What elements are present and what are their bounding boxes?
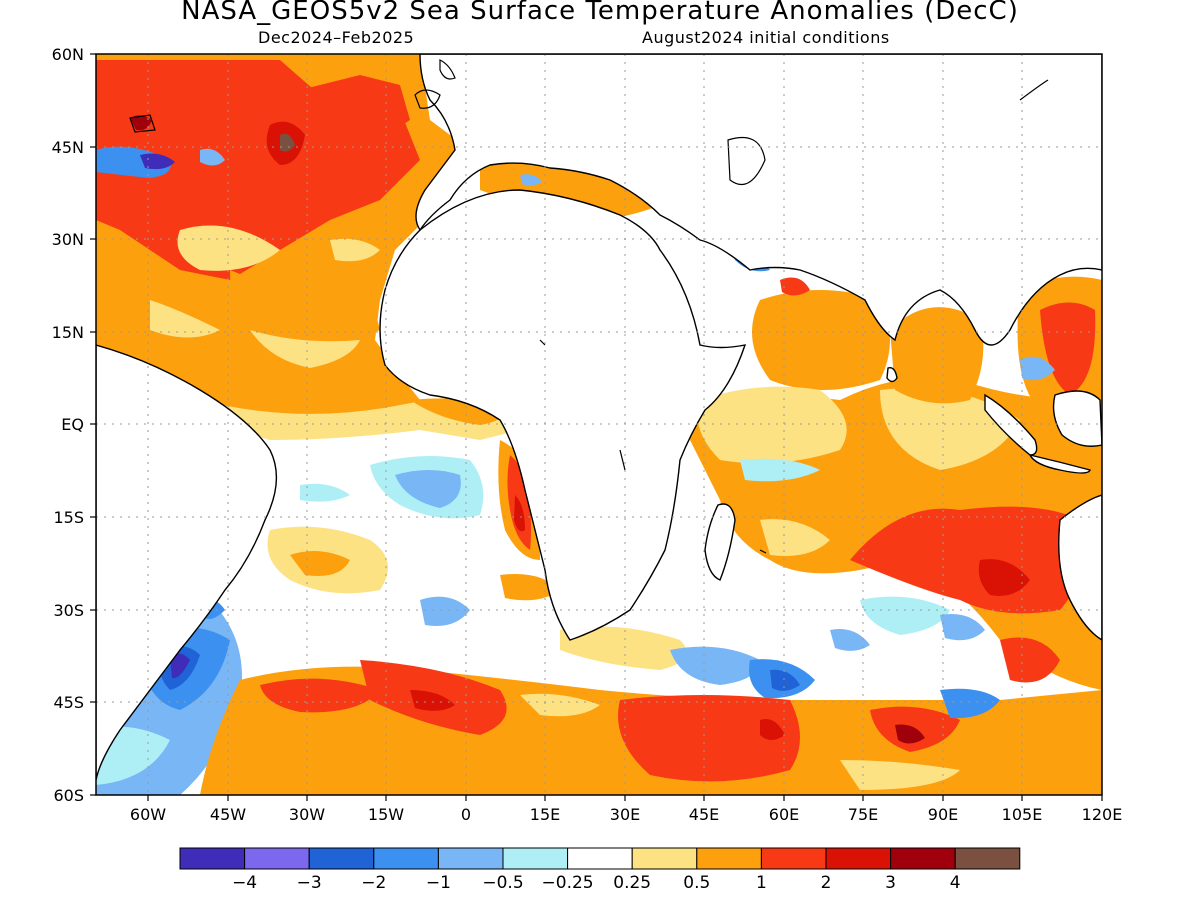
colorbar-swatch [631, 847, 698, 870]
lat-label: 15N [52, 323, 84, 342]
lon-label: 60W [130, 805, 166, 824]
south-america-landmass [96, 344, 278, 781]
graticule [96, 54, 1102, 795]
colorbar-label: 0.5 [683, 873, 710, 893]
lon-label: 60E [769, 805, 799, 824]
lon-label: 15W [368, 805, 404, 824]
java-landmass [1028, 453, 1091, 474]
colorbar-swatch [502, 847, 569, 870]
lon-label: 30W [289, 805, 325, 824]
colorbar: −4 −3 −2 −1 −0.5 −0.25 0.25 0.5 1 2 3 4 [179, 847, 1021, 893]
small-islands [129, 59, 1049, 554]
colorbar-swatch [954, 847, 1021, 870]
lon-label: 90E [928, 805, 958, 824]
colorbar-label: −0.25 [542, 873, 594, 893]
lat-label: 60N [52, 45, 84, 64]
colorbar-label: −0.5 [482, 873, 523, 893]
colorbar-swatch [437, 847, 504, 870]
latitude-labels: 60N 45N 30N 15N EQ 15S 30S 45S 60S [52, 45, 84, 805]
lat-label: EQ [61, 415, 84, 434]
colorbar-label: −3 [297, 873, 322, 893]
lat-label: 30S [53, 601, 84, 620]
sri-lanka-landmass [886, 367, 898, 383]
lon-label: 120E [1082, 805, 1123, 824]
colorbar-label: −1 [426, 873, 451, 893]
madagascar-landmass [704, 503, 736, 581]
colorbar-swatch [696, 847, 762, 870]
lat-label: 45S [53, 693, 84, 712]
colorbar-label: −4 [232, 873, 257, 893]
colorbar-swatch [308, 847, 375, 870]
lat-label: 45N [52, 138, 84, 157]
lat-label: 60S [53, 786, 84, 805]
initial-conditions: August2024 initial conditions [642, 28, 890, 47]
lat-label: 15S [53, 508, 84, 527]
colorbar-swatch [373, 847, 439, 870]
lon-label: 30E [610, 805, 640, 824]
borneo-landmass [1052, 390, 1102, 447]
lon-label: 15E [530, 805, 560, 824]
lon-label: 45E [689, 805, 719, 824]
colorbar-label: 0.25 [613, 873, 651, 893]
continents [96, 54, 1102, 781]
colorbar-label: 2 [821, 873, 832, 893]
lon-label: 45W [210, 805, 246, 824]
colorbar-swatch [244, 847, 310, 870]
europe-asia-landmass [415, 54, 1102, 346]
sumatra-landmass [984, 393, 1038, 456]
colorbar-swatch [567, 847, 633, 870]
lon-label: 0 [461, 805, 471, 824]
longitude-labels: 60W 45W 30W 15W 0 15E 30E 45E 60E 75E 90… [130, 805, 1122, 824]
colorbar-label: −2 [361, 873, 386, 893]
colorbar-label: 1 [756, 873, 767, 893]
africa-landmass [379, 189, 747, 641]
axis-ticks [90, 53, 1103, 801]
colorbar-swatch [179, 847, 246, 870]
colorbar-label: 3 [885, 873, 896, 893]
lon-label: 105E [1002, 805, 1043, 824]
chart-title: NASA_GEOS5v2 Sea Surface Temperature Ano… [181, 0, 1019, 26]
forecast-period: Dec2024–Feb2025 [258, 28, 415, 47]
lat-label: 30N [52, 230, 84, 249]
australia-landmass [1058, 494, 1102, 641]
colorbar-label: 4 [950, 873, 961, 893]
lon-label: 75E [848, 805, 878, 824]
colorbar-swatch [890, 847, 956, 870]
colorbar-swatch [825, 847, 892, 870]
colorbar-swatch [760, 847, 827, 870]
